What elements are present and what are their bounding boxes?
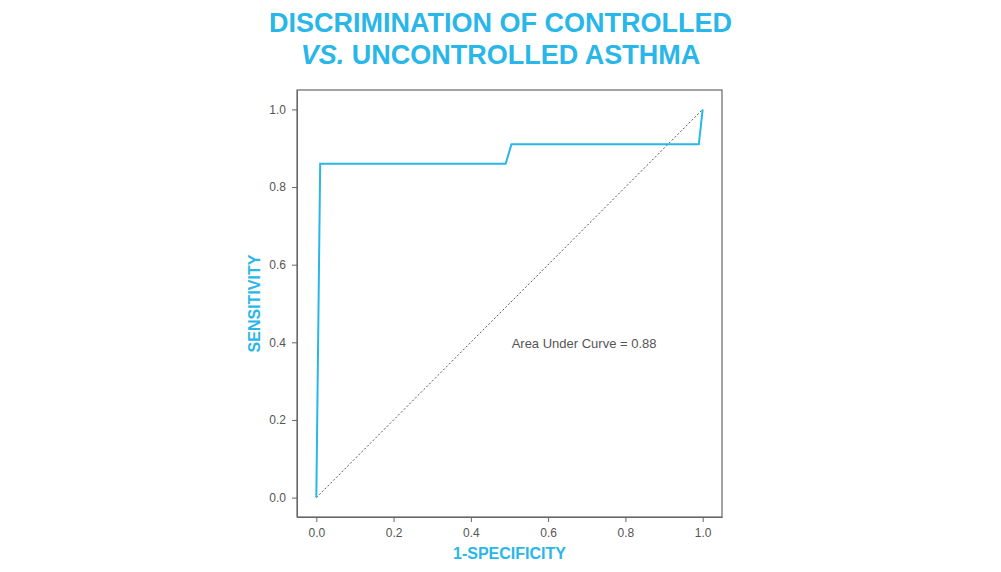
tick-label: 0.0 [269, 491, 286, 505]
tick-mark [471, 517, 472, 522]
tick-label: 1.0 [695, 526, 712, 540]
reference-line [316, 109, 702, 497]
tick-mark [292, 498, 297, 499]
tick-mark [292, 265, 297, 266]
y-axis: 0.0 0.2 0.4 0.6 0.8 1.0 [269, 91, 297, 518]
tick-label: 0.2 [269, 413, 286, 427]
tick: 0.2 [269, 413, 297, 427]
tick: 0.6 [540, 517, 557, 540]
tick: 0.4 [463, 517, 480, 540]
title: DISCRIMINATION OF CONTROLLEDVS. UNCONTRO… [269, 8, 732, 70]
tick: 0.6 [269, 258, 297, 272]
x-axis-title: 1-SPECIFICITY [453, 545, 566, 562]
tick-label: 0.6 [269, 258, 286, 272]
title-line: VS. [301, 40, 345, 70]
tick: 0.8 [269, 180, 297, 194]
tick-label: 0.2 [386, 526, 403, 540]
tick-label: 0.6 [540, 526, 557, 540]
title-line: DISCRIMINATION OF CONTROLLED [269, 8, 732, 38]
tick-label: 0.4 [463, 526, 480, 540]
tick-mark [548, 517, 549, 522]
title-line: UNCONTROLLED ASTHMA [344, 40, 700, 70]
roc-curve [316, 109, 702, 497]
tick: 0.2 [386, 517, 403, 540]
axis-line [298, 517, 723, 518]
axis-line [297, 91, 298, 518]
tick-label: 1.0 [269, 103, 286, 117]
tick-mark [292, 420, 297, 421]
tick-label: 0.8 [618, 526, 635, 540]
tick-mark [316, 517, 317, 522]
tick: 1.0 [695, 517, 712, 540]
marks [316, 109, 702, 497]
tick-mark [292, 187, 297, 188]
tick-label: 0.8 [269, 180, 286, 194]
tick: 0.8 [618, 517, 635, 540]
tick-mark [625, 517, 626, 522]
tick: 1.0 [269, 103, 297, 117]
tick-mark [292, 109, 297, 110]
tick-label: 0.0 [308, 526, 325, 540]
annotation: Area Under Curve = 0.88 [512, 336, 657, 351]
plot-frame [297, 90, 722, 517]
tick-mark [703, 517, 704, 522]
tick-label: 0.4 [269, 336, 286, 350]
y-axis-title: SENSITIVITY [246, 254, 263, 352]
tick-mark [394, 517, 395, 522]
tick: 0.0 [269, 491, 297, 505]
tick: 0.4 [269, 336, 297, 350]
chart: DISCRIMINATION OF CONTROLLEDVS. UNCONTRO… [0, 0, 1001, 572]
tick: 0.0 [308, 517, 325, 540]
tick-mark [292, 342, 297, 343]
x-axis: 0.0 0.2 0.4 0.6 0.8 1.0 [298, 517, 723, 540]
